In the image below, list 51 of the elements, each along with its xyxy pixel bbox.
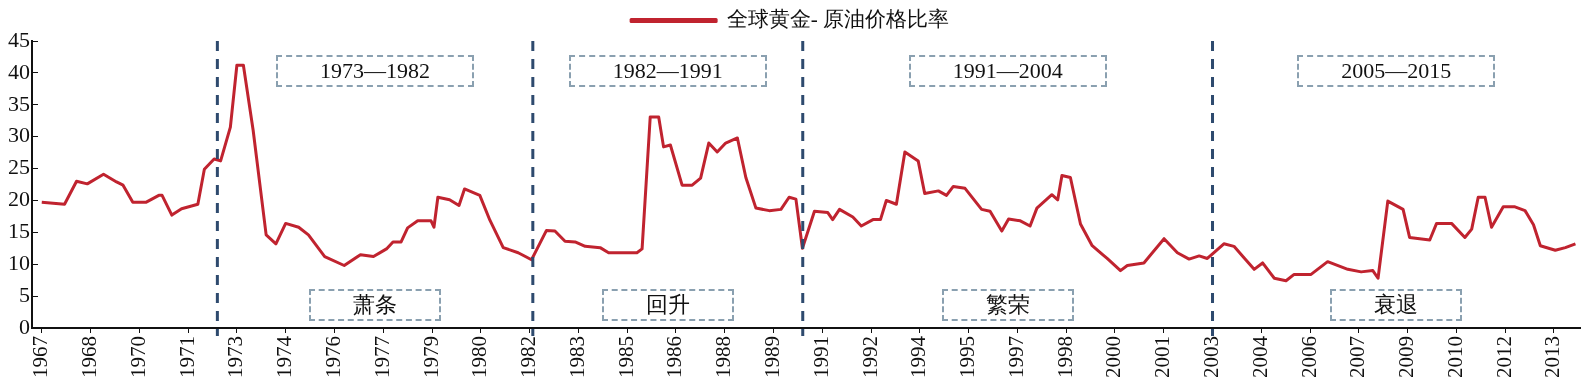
x-tick-label: 1976 — [320, 336, 345, 378]
x-tick-label: 1980 — [467, 336, 492, 378]
x-tick-label: 1986 — [662, 336, 687, 378]
x-tick-label: 1985 — [613, 336, 638, 378]
x-tick-label: 1979 — [418, 336, 443, 378]
x-tick-label: 2013 — [1540, 336, 1565, 378]
x-tick-label: 1983 — [564, 336, 589, 378]
x-tick-label: 1998 — [1052, 336, 1077, 378]
legend-label: 全球黄金- 原油价格比率 — [726, 7, 949, 32]
x-tick-label: 1971 — [174, 336, 199, 378]
annotation: 繁荣 — [985, 292, 1030, 317]
x-tick-label: 2007 — [1345, 336, 1370, 378]
y-tick-label: 5 — [19, 281, 30, 307]
x-tick-label: 1982 — [516, 336, 541, 378]
x-tick-label: 1988 — [711, 336, 736, 378]
y-tick-label: 45 — [8, 26, 30, 52]
x-tick-label: 2000 — [1101, 336, 1126, 378]
x-tick-label: 1995 — [955, 336, 980, 378]
x-tick-label: 1968 — [77, 336, 102, 378]
annotation: 1973—1982 — [320, 58, 431, 83]
x-tick-label: 1967 — [28, 336, 53, 378]
annotation: 萧条 — [353, 292, 398, 317]
y-tick-label: 15 — [8, 218, 30, 244]
y-tick-label: 25 — [8, 154, 30, 180]
annotation: 1991—2004 — [952, 58, 1063, 83]
x-tick-label: 1989 — [759, 336, 784, 378]
y-tick-label: 10 — [8, 250, 30, 275]
annotation: 衰退 — [1374, 292, 1419, 317]
x-tick-label: 2003 — [1199, 336, 1224, 378]
x-tick-label: 2009 — [1394, 336, 1419, 378]
x-tick-label: 1977 — [369, 336, 394, 378]
annotation: 1982—1991 — [612, 58, 723, 83]
x-tick-label: 2004 — [1247, 335, 1272, 378]
y-tick-label: 0 — [19, 313, 30, 339]
x-tick-label: 1994 — [906, 335, 931, 378]
x-tick-label: 2006 — [1296, 336, 1321, 378]
x-tick-label: 1974 — [272, 335, 297, 378]
x-tick-label: 2010 — [1442, 336, 1467, 378]
x-tick-label: 1973 — [223, 336, 248, 378]
y-tick-label: 20 — [8, 186, 30, 212]
annotation: 回升 — [645, 292, 690, 317]
x-tick-label: 1992 — [857, 336, 882, 378]
x-tick-label: 1991 — [808, 336, 833, 378]
x-tick-label: 2012 — [1491, 336, 1516, 378]
annotation: 2005—2015 — [1341, 58, 1452, 83]
x-tick-label: 1970 — [125, 336, 150, 378]
y-tick-label: 40 — [8, 58, 30, 84]
y-tick-label: 35 — [8, 90, 30, 116]
y-tick-label: 30 — [8, 122, 30, 148]
x-tick-label: 2001 — [1150, 336, 1175, 378]
x-tick-label: 1997 — [1003, 336, 1028, 378]
